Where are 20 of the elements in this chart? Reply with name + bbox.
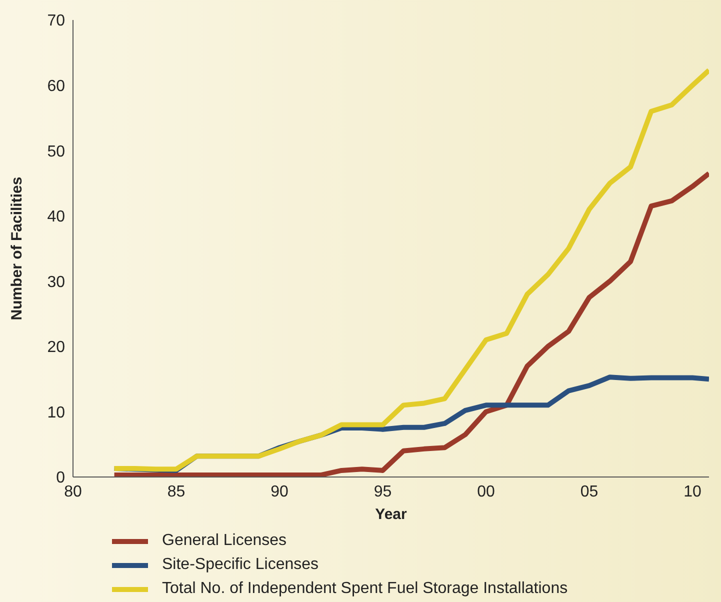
legend-label: Total No. of Independent Spent Fuel Storage Installations	[162, 580, 568, 598]
x-tick-label: 05	[580, 483, 598, 500]
y-tick-label: 0	[56, 470, 66, 487]
y-tick-label: 30	[47, 274, 66, 291]
y-tick-label: 40	[47, 208, 66, 226]
x-tick-label: 95	[374, 483, 392, 500]
y-axis-title: Number of Facilities	[8, 176, 26, 320]
y-tick-label: 10	[47, 404, 66, 422]
x-axis-title: Year	[375, 506, 408, 523]
x-tick-label: 85	[167, 483, 186, 500]
y-tick-label: 70	[47, 12, 66, 30]
legend-label: Site-Specific Licenses	[162, 556, 319, 574]
x-tick-label: 10	[684, 483, 702, 500]
y-tick-label: 60	[47, 78, 66, 95]
y-tick-label: 50	[47, 143, 66, 160]
x-tick-label: 90	[270, 483, 288, 500]
x-tick-label: 00	[477, 483, 495, 500]
x-tick-label: 80	[64, 483, 82, 500]
legend-label: General Licenses	[162, 532, 287, 550]
y-tick-label: 20	[47, 339, 66, 356]
